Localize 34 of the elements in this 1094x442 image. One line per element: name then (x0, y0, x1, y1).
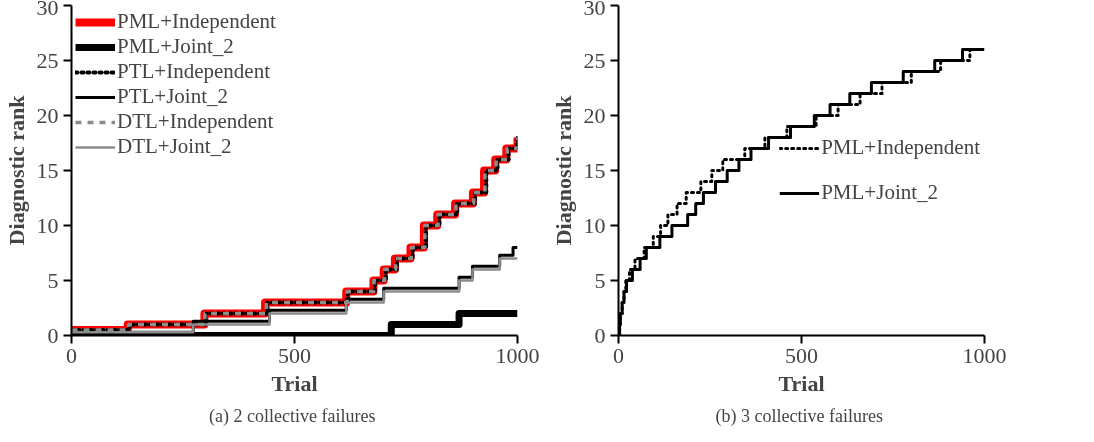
legend-label: PML+Joint_2 (821, 180, 939, 205)
legend-label: PTL+Independent (117, 59, 270, 84)
y-tick-label: 0 (594, 322, 606, 348)
y-axis-title: Diagnostic rank (550, 94, 576, 246)
y-tick-label: 25 (36, 47, 59, 73)
legend-label: PML+Independent (821, 135, 980, 160)
x-axis-title: Trial (778, 370, 825, 396)
y-axis-title: Diagnostic rank (3, 94, 29, 246)
legend-label: DTL+Joint_2 (117, 134, 232, 159)
x-tick-label: 500 (785, 342, 818, 368)
y-tick-label: 30 (36, 0, 59, 20)
x-tick-label: 0 (66, 342, 77, 368)
y-tick-label: 0 (47, 322, 59, 348)
y-tick-label: 20 (36, 102, 59, 128)
x-tick-label: 500 (278, 342, 311, 368)
legend-label: PML+Joint_2 (117, 34, 234, 59)
legend-label: PML+Independent (117, 9, 276, 34)
text: (b) 3 collective failures (715, 405, 883, 427)
x-axis-title: Trial (271, 370, 318, 396)
y-tick-label: 30 (583, 0, 606, 20)
y-tick-label: 10 (36, 212, 59, 238)
text: (a) 2 collective failures (209, 405, 376, 427)
y-tick-label: 10 (583, 212, 606, 238)
x-tick-label: 1000 (495, 342, 540, 368)
y-tick-label: 15 (36, 157, 59, 183)
y-tick-label: 20 (583, 102, 606, 128)
legend-label: DTL+Independent (117, 109, 274, 134)
y-tick-label: 25 (583, 47, 606, 73)
y-tick-label: 15 (583, 157, 606, 183)
legend-label: PTL+Joint_2 (117, 84, 229, 109)
y-tick-label: 5 (47, 267, 59, 293)
x-tick-label: 1000 (962, 342, 1007, 368)
x-tick-label: 0 (613, 342, 624, 368)
y-tick-label: 5 (594, 267, 606, 293)
